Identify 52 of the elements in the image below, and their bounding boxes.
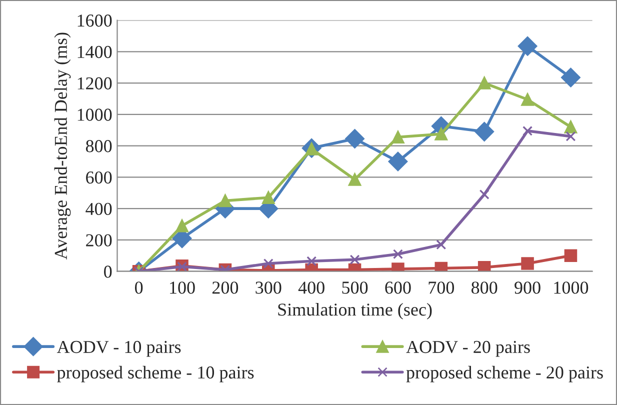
point bbox=[478, 76, 491, 90]
point bbox=[218, 194, 232, 208]
x-tick-label: 600 bbox=[385, 282, 411, 294]
x-tick-label: 900 bbox=[514, 282, 540, 294]
point bbox=[474, 122, 494, 142]
point bbox=[436, 240, 446, 250]
point bbox=[521, 257, 534, 270]
x-axis-title: Simulation time (sec) bbox=[278, 303, 432, 320]
point bbox=[176, 219, 188, 232]
y-tick-label: 1200 bbox=[78, 77, 112, 90]
legend-label: proposed scheme - 20 pairs bbox=[406, 366, 603, 382]
point bbox=[522, 126, 533, 136]
y-tick-label: 200 bbox=[86, 234, 112, 246]
x-tick-label: 400 bbox=[298, 282, 324, 294]
point bbox=[392, 249, 403, 260]
y-tick-label: 0 bbox=[104, 266, 112, 278]
x-tick-label: 200 bbox=[212, 282, 238, 294]
point bbox=[262, 191, 275, 204]
point bbox=[564, 120, 578, 134]
y-tick-label: 1600 bbox=[78, 14, 112, 27]
x-tick-label: 0 bbox=[135, 282, 143, 294]
point bbox=[479, 189, 490, 200]
y-tick-label: 1000 bbox=[78, 108, 112, 121]
y-tick-label: 400 bbox=[86, 202, 112, 216]
y-tick-label: 800 bbox=[86, 140, 112, 152]
point bbox=[392, 130, 404, 144]
legend-label: AODV - 10 pairs bbox=[56, 340, 181, 357]
point bbox=[348, 173, 362, 186]
y-axis-title: Average End-toEnd Delay (ms) bbox=[54, 32, 71, 260]
point bbox=[434, 128, 448, 140]
x-tick-label: 300 bbox=[256, 282, 282, 294]
point bbox=[566, 131, 576, 142]
x-tick-label: 500 bbox=[342, 282, 368, 294]
point bbox=[350, 254, 360, 265]
point bbox=[564, 249, 578, 262]
y-tick-label: 1400 bbox=[78, 46, 112, 58]
point bbox=[345, 129, 364, 148]
point bbox=[478, 261, 491, 272]
x-tick-label: 100 bbox=[170, 282, 195, 294]
legend-label: AODV - 20 pairs bbox=[406, 340, 530, 357]
point bbox=[561, 68, 580, 88]
point bbox=[263, 258, 274, 269]
legend-label: proposed scheme - 10 pairs bbox=[57, 366, 254, 382]
y-tick-label: 600 bbox=[86, 171, 112, 184]
x-tick-label: 800 bbox=[471, 282, 498, 294]
point bbox=[388, 152, 408, 172]
point bbox=[518, 36, 538, 56]
point bbox=[521, 93, 534, 106]
x-tick-label: 1000 bbox=[554, 282, 588, 294]
point bbox=[177, 262, 188, 272]
point bbox=[306, 256, 317, 266]
x-tick-label: 700 bbox=[428, 282, 454, 294]
